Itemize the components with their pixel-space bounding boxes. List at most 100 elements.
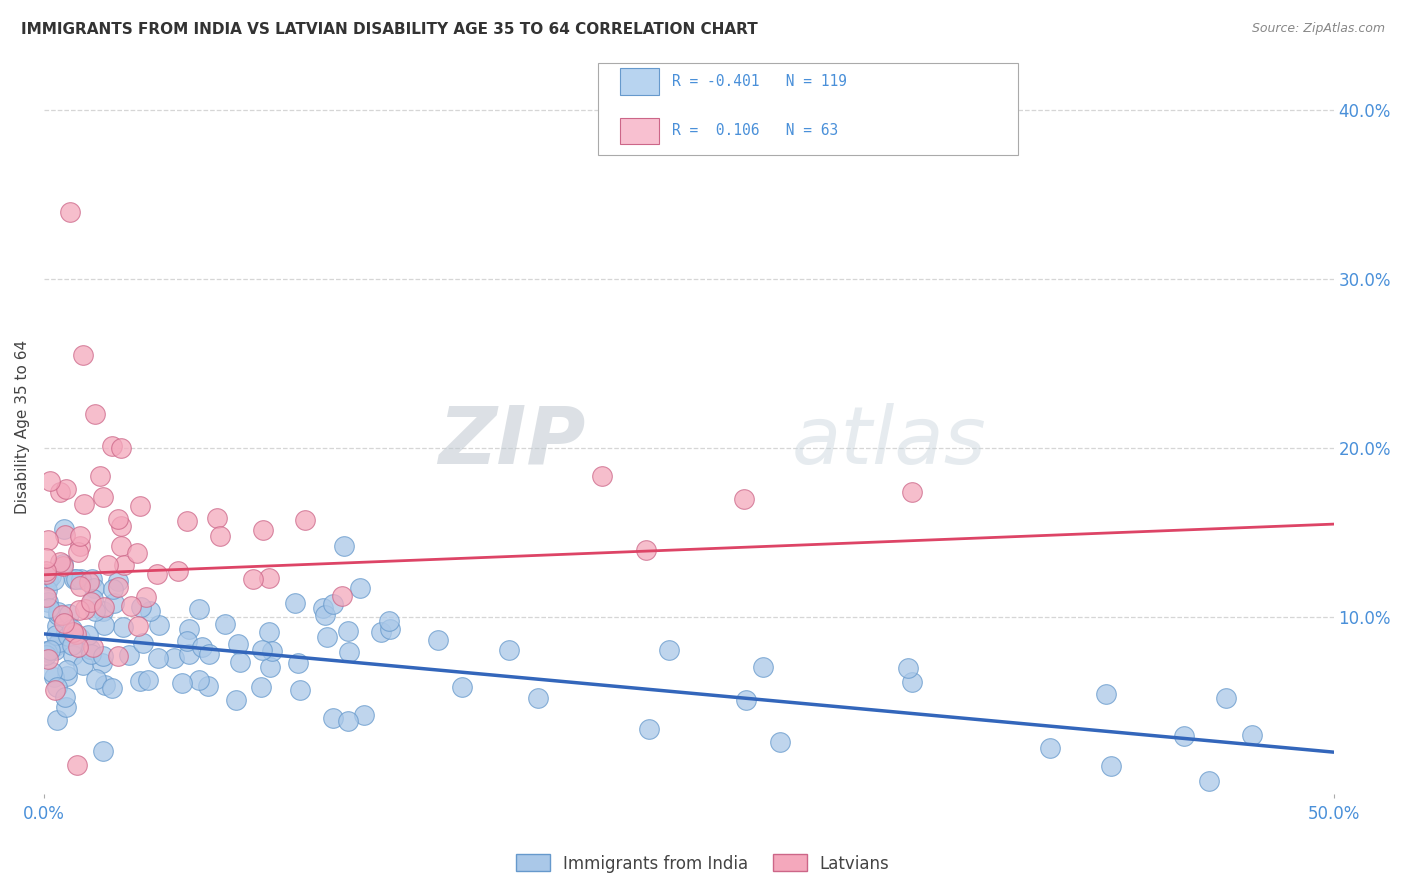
Point [208, 528, 231, 542]
Point [44, 643, 66, 657]
Point [148, 618, 170, 632]
Point [110, 519, 132, 533]
Point [39, 474, 62, 488]
Point [79, 642, 101, 657]
Point [167, 564, 190, 578]
Point [55, 482, 77, 496]
Point [139, 604, 162, 618]
Point [658, 643, 681, 657]
Point [187, 602, 209, 616]
Point [46, 714, 69, 728]
Point [1099, 759, 1122, 773]
Point [82, 591, 104, 606]
Point [179, 622, 201, 636]
Point [51, 608, 73, 623]
Point [179, 647, 201, 661]
Point [59, 204, 82, 219]
Point [39, 569, 62, 583]
Point [735, 692, 758, 706]
Point [128, 499, 150, 513]
Point [370, 625, 392, 640]
Point [322, 711, 344, 725]
Point [349, 582, 371, 596]
Point [90, 657, 112, 671]
Text: ZIP: ZIP [439, 402, 585, 481]
Point [37, 574, 59, 588]
Point [176, 514, 198, 528]
Point [498, 643, 520, 657]
Point [48, 555, 70, 569]
Point [769, 735, 792, 749]
Point [46, 608, 69, 623]
Point [100, 681, 122, 695]
Point [1215, 691, 1237, 706]
Point [229, 655, 252, 669]
Point [48, 635, 70, 649]
Point [752, 660, 775, 674]
Point [225, 693, 247, 707]
Point [333, 539, 356, 553]
Point [77, 574, 100, 589]
Point [378, 622, 401, 636]
Point [101, 582, 124, 596]
Text: atlas: atlas [792, 402, 987, 481]
Text: Source: ZipAtlas.com: Source: ZipAtlas.com [1251, 22, 1385, 36]
Point [45, 628, 67, 642]
Point [257, 571, 280, 585]
Point [41, 665, 63, 679]
Point [62, 624, 84, 639]
Point [83, 581, 105, 595]
Point [1198, 774, 1220, 789]
Point [93, 600, 115, 615]
Point [53, 522, 76, 536]
Legend: Immigrants from India, Latvians: Immigrants from India, Latvians [510, 847, 896, 880]
Point [110, 539, 132, 553]
Point [110, 441, 132, 455]
Point [288, 683, 311, 698]
Point [77, 628, 100, 642]
Point [49, 485, 72, 500]
Point [316, 630, 339, 644]
Point [205, 510, 228, 524]
Point [44, 682, 66, 697]
Point [46, 605, 69, 619]
Point [42, 670, 65, 684]
Point [146, 566, 169, 581]
Bar [620, 69, 659, 95]
Point [107, 649, 129, 664]
Point [294, 513, 316, 527]
Point [197, 679, 219, 693]
Point [1173, 729, 1195, 743]
Point [250, 680, 273, 694]
Point [733, 492, 755, 507]
Point [191, 640, 214, 654]
Point [131, 600, 153, 615]
Point [226, 637, 249, 651]
Point [58, 607, 80, 621]
Point [37, 533, 59, 547]
FancyBboxPatch shape [599, 63, 1018, 155]
Point [45, 619, 67, 633]
Point [638, 722, 661, 736]
Point [84, 604, 107, 618]
Point [56, 629, 79, 643]
Point [322, 598, 344, 612]
Point [378, 614, 401, 628]
Point [897, 661, 920, 675]
Point [162, 651, 184, 665]
Point [262, 644, 284, 658]
Bar [620, 118, 659, 145]
Point [132, 636, 155, 650]
Point [69, 539, 91, 553]
Point [198, 648, 221, 662]
Point [353, 707, 375, 722]
Point [427, 633, 450, 648]
Point [257, 624, 280, 639]
Point [170, 676, 193, 690]
Point [60, 638, 83, 652]
Point [75, 601, 97, 615]
Point [60, 622, 83, 636]
Text: R =  0.106   N = 63: R = 0.106 N = 63 [672, 123, 838, 138]
Point [107, 580, 129, 594]
Point [138, 673, 160, 687]
